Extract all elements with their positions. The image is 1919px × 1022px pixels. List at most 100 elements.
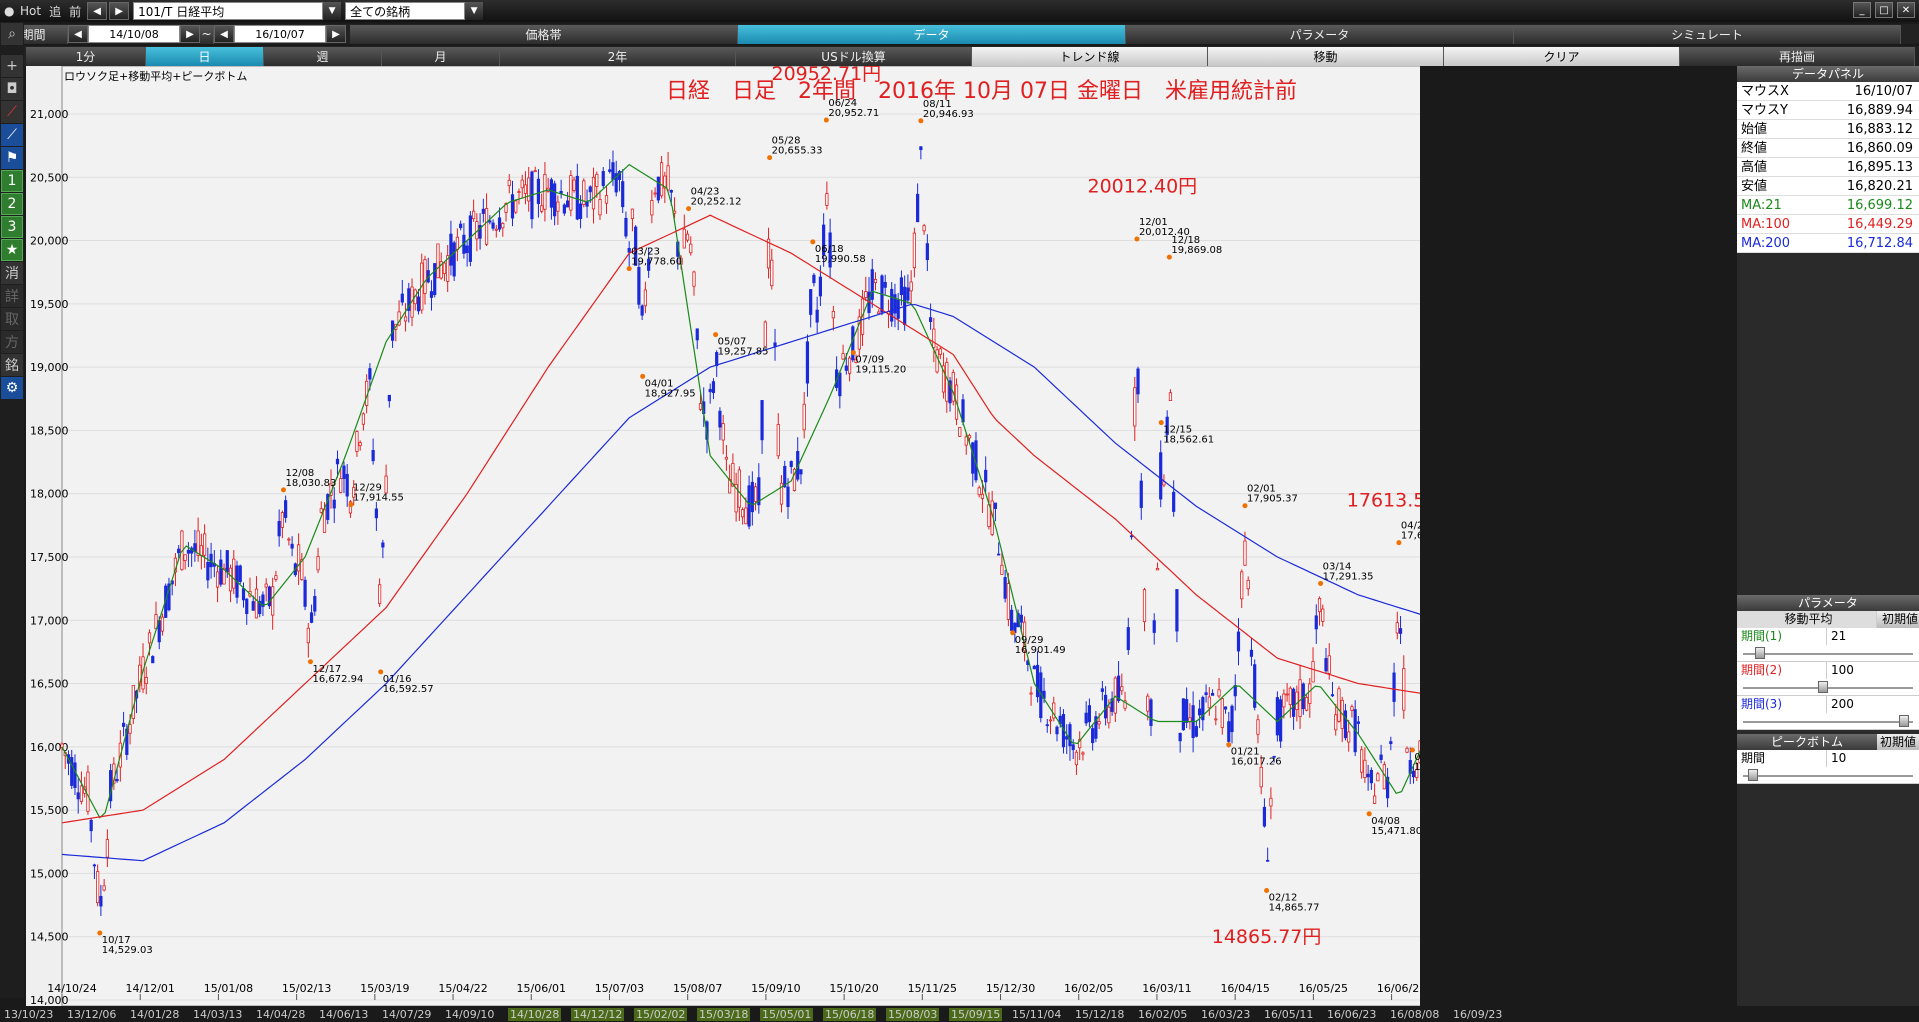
period-value[interactable]: 100 bbox=[1831, 663, 1854, 677]
to-next-icon[interactable]: ▶ bbox=[326, 25, 346, 43]
period-value[interactable]: 200 bbox=[1831, 697, 1854, 711]
slider-knob[interactable] bbox=[1755, 647, 1766, 659]
data-row-key: MA:21 bbox=[1741, 198, 1782, 213]
camera-icon[interactable]: ◘ bbox=[1, 78, 23, 100]
candle-body bbox=[92, 864, 97, 867]
tab-1min[interactable]: 1分 bbox=[26, 46, 146, 66]
tab-redraw[interactable]: 再描画 bbox=[1680, 46, 1915, 66]
period-slider[interactable] bbox=[1737, 713, 1919, 730]
candle-body bbox=[770, 259, 774, 287]
search-icon[interactable]: ⌕ bbox=[1, 23, 23, 45]
slider-knob[interactable] bbox=[1817, 681, 1828, 693]
flag-icon[interactable]: ⚑ bbox=[1, 147, 23, 169]
candle-body bbox=[854, 358, 858, 363]
candle-body bbox=[640, 305, 644, 316]
tab-usd-convert[interactable]: USドル換算 bbox=[736, 46, 972, 66]
slider-knob[interactable] bbox=[1899, 715, 1909, 727]
tab-parameter[interactable]: パラメータ bbox=[1126, 24, 1514, 44]
bulb-icon[interactable]: ● bbox=[4, 4, 15, 18]
candle-chart-icon[interactable]: ⟋ bbox=[1, 101, 23, 123]
to-prev-icon[interactable]: ◀ bbox=[214, 25, 234, 43]
bottom-date-strip[interactable]: 13/10/23 13/12/06 14/01/28 14/03/13 14/04/28… bbox=[0, 1006, 1919, 1022]
candle-body bbox=[1065, 736, 1069, 740]
preset-2-button[interactable]: 2 bbox=[1, 193, 23, 215]
plus-icon[interactable]: + bbox=[1, 55, 23, 77]
gear-icon[interactable]: ⚙ bbox=[1, 377, 23, 399]
peak-value-label: 15,975.47 bbox=[1414, 762, 1420, 773]
fetch-button[interactable]: 取 bbox=[1, 308, 23, 330]
forward-arrow-icon[interactable]: ▶ bbox=[109, 2, 130, 20]
from-next-icon[interactable]: ▶ bbox=[180, 25, 200, 43]
period-value[interactable]: 21 bbox=[1831, 629, 1847, 643]
universe-select[interactable]: 全ての銘柄 bbox=[345, 2, 466, 20]
trend-chart-icon[interactable]: ⟋ bbox=[1, 124, 23, 146]
tab-monthly[interactable]: 月 bbox=[382, 46, 500, 66]
symbol-dropdown-icon[interactable]: ▼ bbox=[323, 2, 342, 20]
back-arrow-icon[interactable]: ◀ bbox=[87, 2, 108, 20]
tab-weekly[interactable]: 週 bbox=[264, 46, 382, 66]
chart-area[interactable]: 14,00014,00014,50014,50015,00015,00015,5… bbox=[26, 63, 1710, 1007]
ahead-button[interactable]: 追 bbox=[49, 4, 62, 19]
tab-move[interactable]: 移動 bbox=[1208, 46, 1444, 66]
candle-body bbox=[520, 179, 524, 189]
tab-trendline[interactable]: トレンド線 bbox=[972, 46, 1208, 66]
stock-button[interactable]: 銘 bbox=[1, 354, 23, 376]
erase-button[interactable]: 消 bbox=[1, 262, 23, 284]
candle-body bbox=[523, 184, 528, 194]
data-row: 高値 16,895.13 bbox=[1737, 158, 1919, 177]
candle-body bbox=[1272, 755, 1276, 758]
method-button[interactable]: 方 bbox=[1, 331, 23, 353]
slider-knob[interactable] bbox=[1747, 769, 1758, 781]
tab-2year[interactable]: 2年 bbox=[500, 46, 736, 66]
candle-body bbox=[1217, 689, 1221, 697]
minimize-icon[interactable]: _ bbox=[1853, 2, 1871, 18]
y-tick-left: 15,500 bbox=[30, 804, 69, 817]
candle-body bbox=[459, 223, 463, 229]
peak-reset-button[interactable]: 初期値 bbox=[1877, 734, 1919, 750]
peak-date-label: 12/01 bbox=[1139, 217, 1168, 228]
candle-body bbox=[1243, 540, 1247, 566]
prev-button[interactable]: 前 bbox=[69, 4, 82, 19]
candle-body bbox=[1029, 692, 1033, 695]
tab-clear[interactable]: クリア bbox=[1444, 46, 1680, 66]
candle-body bbox=[267, 586, 272, 607]
candle-body bbox=[160, 616, 165, 632]
candle-body bbox=[653, 192, 657, 195]
tab-price-band[interactable]: 価格帯 bbox=[350, 24, 738, 44]
candle-body bbox=[177, 548, 181, 554]
to-date-input[interactable]: 16/10/07 bbox=[234, 25, 326, 43]
peak-period-slider[interactable] bbox=[1737, 767, 1919, 784]
star-icon[interactable]: ★ bbox=[1, 239, 23, 261]
peak-date-label: 01/16 bbox=[383, 674, 412, 685]
ma-reset-button[interactable]: 初期値 bbox=[1877, 611, 1919, 628]
candle-body bbox=[1172, 491, 1176, 512]
tab-daily[interactable]: 日 bbox=[146, 46, 264, 66]
data-row: MA:200 16,712.84 bbox=[1737, 234, 1919, 253]
tab-data[interactable]: データ bbox=[738, 24, 1126, 44]
detail-button[interactable]: 詳 bbox=[1, 285, 23, 307]
maximize-icon[interactable]: □ bbox=[1875, 2, 1893, 18]
peak-marker bbox=[307, 659, 313, 665]
preset-1-button[interactable]: 1 bbox=[1, 170, 23, 192]
tab-simulate[interactable]: シミュレート bbox=[1514, 24, 1901, 44]
tilde-label: ~ bbox=[200, 24, 214, 44]
peak-period-value[interactable]: 10 bbox=[1831, 751, 1847, 765]
hot-button[interactable]: Hot bbox=[20, 4, 42, 18]
close-icon[interactable]: ✕ bbox=[1897, 2, 1915, 18]
from-date-input[interactable]: 14/10/08 bbox=[88, 25, 180, 43]
candle-body bbox=[1071, 744, 1075, 751]
candle-body bbox=[1405, 747, 1409, 753]
preset-3-button[interactable]: 3 bbox=[1, 216, 23, 238]
symbol-select[interactable]: 101/T 日経平均 bbox=[133, 2, 324, 20]
universe-dropdown-icon[interactable]: ▼ bbox=[465, 2, 484, 20]
data-row: 始値 16,883.12 bbox=[1737, 120, 1919, 139]
data-panel-rows: マウスX 16/10/07 マウスY 16,889.94 始値 16,883.12 終値 16… bbox=[1737, 82, 1919, 253]
data-row-key: 終値 bbox=[1741, 141, 1768, 156]
period-slider[interactable] bbox=[1737, 679, 1919, 696]
candle-body bbox=[397, 311, 401, 326]
candle-body bbox=[647, 258, 651, 271]
period-label: 期間(2) bbox=[1737, 662, 1827, 679]
period-slider[interactable] bbox=[1737, 645, 1919, 662]
from-prev-icon[interactable]: ◀ bbox=[68, 25, 88, 43]
candle-body bbox=[361, 413, 366, 425]
